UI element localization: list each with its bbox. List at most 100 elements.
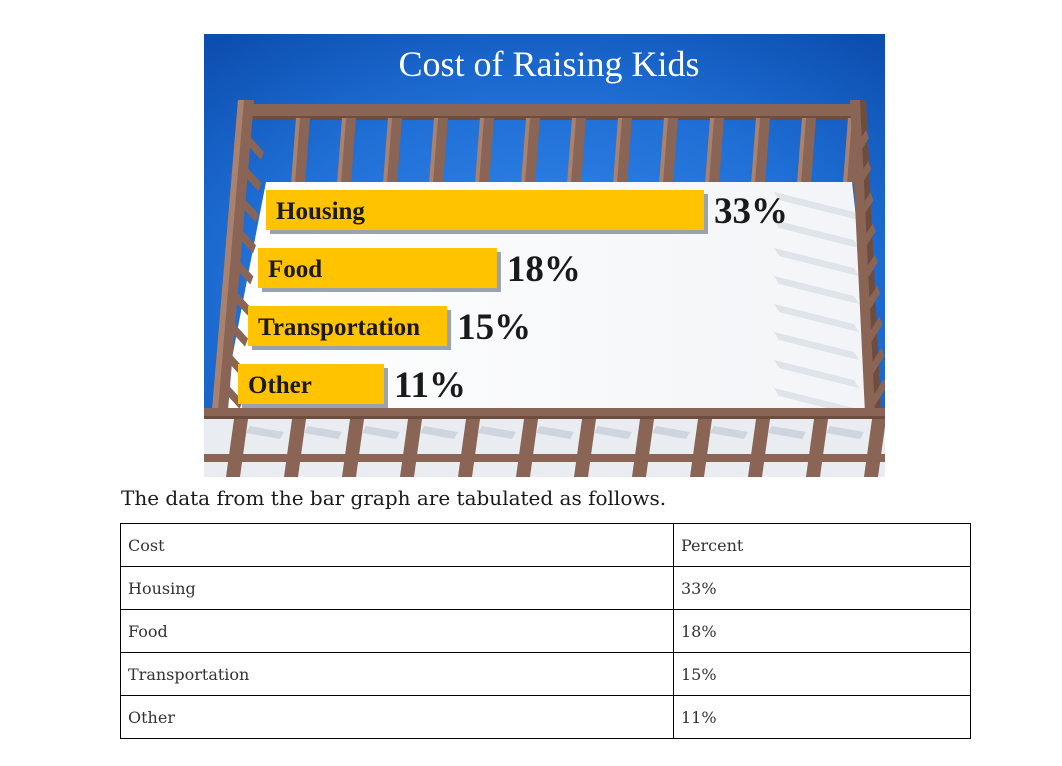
bars-layer: Housing 33% Food 18% Transportation 15% Other 1…	[238, 190, 788, 408]
mattress-shadow-stripe	[774, 192, 859, 220]
bar-label-housing: Housing	[276, 198, 365, 225]
front-slat	[574, 419, 596, 477]
right-side-slat	[852, 130, 869, 160]
right-side-slat	[856, 192, 874, 223]
front-top-rail	[204, 408, 885, 418]
front-top-rail-shadow	[204, 416, 885, 419]
bar-housing	[266, 190, 704, 230]
data-table: Cost Percent Housing 33% Food 18% Transp…	[120, 523, 971, 739]
back-top-rail-shadow	[248, 116, 856, 120]
bar-transportation	[248, 306, 448, 346]
front-bottom-rail	[204, 454, 885, 462]
back-slat-highlight	[567, 118, 576, 184]
back-slat-highlight	[383, 118, 392, 184]
left-side-slat	[235, 192, 259, 223]
back-slat-highlight	[751, 118, 760, 184]
cell-percent: 33%	[673, 566, 971, 610]
left-post-highlight	[210, 100, 244, 434]
cell-percent: 18%	[673, 609, 971, 653]
crib-front-rail	[204, 408, 885, 477]
mattress-shadow-stripe	[774, 276, 859, 304]
table-row: Housing 33%	[120, 566, 971, 610]
bar-label-other: Other	[248, 372, 312, 399]
front-slat-shadow	[826, 426, 864, 439]
right-side-slat	[863, 285, 881, 316]
front-slat-shadow	[478, 426, 516, 439]
front-slat-shadow	[594, 426, 632, 439]
cell-cost: Food	[120, 609, 674, 653]
cell-cost: Other	[120, 695, 674, 739]
front-slat	[342, 419, 364, 477]
front-slat	[226, 419, 248, 477]
front-slat-shadow	[362, 426, 400, 439]
back-slat-highlight	[843, 118, 852, 184]
cell-cost: Housing	[120, 566, 674, 610]
front-slat-shadow	[652, 426, 690, 439]
table-row: Food 18%	[120, 609, 971, 653]
bar-food	[258, 248, 497, 288]
crib-side-rails	[210, 100, 885, 434]
mattress-shadow-stripe	[774, 248, 859, 276]
front-slat	[864, 419, 885, 477]
bar-chart-figure: Housing 33% Food 18% Transportation 15% Other 1…	[204, 34, 885, 477]
table-caption: The data from the bar graph are tabulate…	[121, 486, 667, 510]
left-side-slat	[225, 316, 248, 347]
left-side-slat	[227, 285, 251, 316]
front-slat-shadow	[710, 426, 748, 439]
front-slat-shadow	[304, 426, 342, 439]
header-cost: Cost	[120, 523, 674, 567]
back-slat-highlight	[705, 118, 714, 184]
front-slat-shadow	[884, 431, 885, 434]
left-side-slat	[238, 161, 262, 192]
mattress-shadow-stripe	[774, 360, 859, 388]
right-side-slat	[858, 223, 876, 254]
back-slat-highlight	[337, 118, 346, 184]
front-slat-shadow	[420, 426, 458, 439]
front-slat	[748, 419, 770, 477]
left-side-slat	[233, 223, 256, 254]
front-slat	[400, 419, 422, 477]
value-label-housing: 33%	[714, 191, 788, 232]
value-label-other: 11%	[394, 365, 466, 406]
cell-cost: Transportation	[120, 652, 674, 696]
right-side-slat	[865, 316, 883, 347]
bar-label-transportation: Transportation	[258, 314, 420, 341]
front-slat	[690, 419, 712, 477]
table-row: Other 11%	[120, 695, 971, 739]
right-side-slat	[860, 254, 878, 285]
back-slat-highlight	[797, 118, 806, 184]
header-percent: Percent	[673, 523, 971, 567]
left-side-slat	[241, 130, 264, 160]
back-slat-highlight	[659, 118, 668, 184]
crib-mattress	[222, 182, 878, 410]
value-label-food: 18%	[507, 249, 581, 290]
chart-title: Cost of Raising Kids	[398, 44, 699, 84]
right-side-slat	[869, 378, 885, 409]
left-side-slat	[230, 254, 254, 285]
front-slat	[284, 419, 306, 477]
value-label-transportation: 15%	[457, 307, 531, 348]
mattress-shadow-stripe	[774, 304, 859, 332]
chart-svg: Housing 33% Food 18% Transportation 15% Other 1…	[204, 34, 885, 477]
front-slat	[806, 419, 828, 477]
table-header-row: Cost Percent	[120, 523, 971, 567]
mattress-shadows	[774, 192, 859, 416]
back-top-rail	[248, 104, 856, 118]
back-slat-highlight	[521, 118, 530, 184]
right-side-slat	[854, 161, 872, 192]
front-slat	[632, 419, 654, 477]
front-slat-shadow	[246, 426, 284, 439]
table-body: Cost Percent Housing 33% Food 18% Transp…	[120, 523, 971, 739]
cell-percent: 11%	[673, 695, 971, 739]
right-side-slat	[867, 347, 885, 378]
front-slat-shadow	[768, 426, 806, 439]
front-slat	[458, 419, 480, 477]
bar-other	[238, 364, 384, 404]
back-slat-highlight	[613, 118, 622, 184]
back-slat-highlight	[291, 118, 300, 184]
table-row: Transportation 15%	[120, 652, 971, 696]
back-slat-highlight	[475, 118, 484, 184]
front-slat-shadow	[536, 426, 574, 439]
bar-label-food: Food	[268, 256, 322, 283]
cell-percent: 15%	[673, 652, 971, 696]
